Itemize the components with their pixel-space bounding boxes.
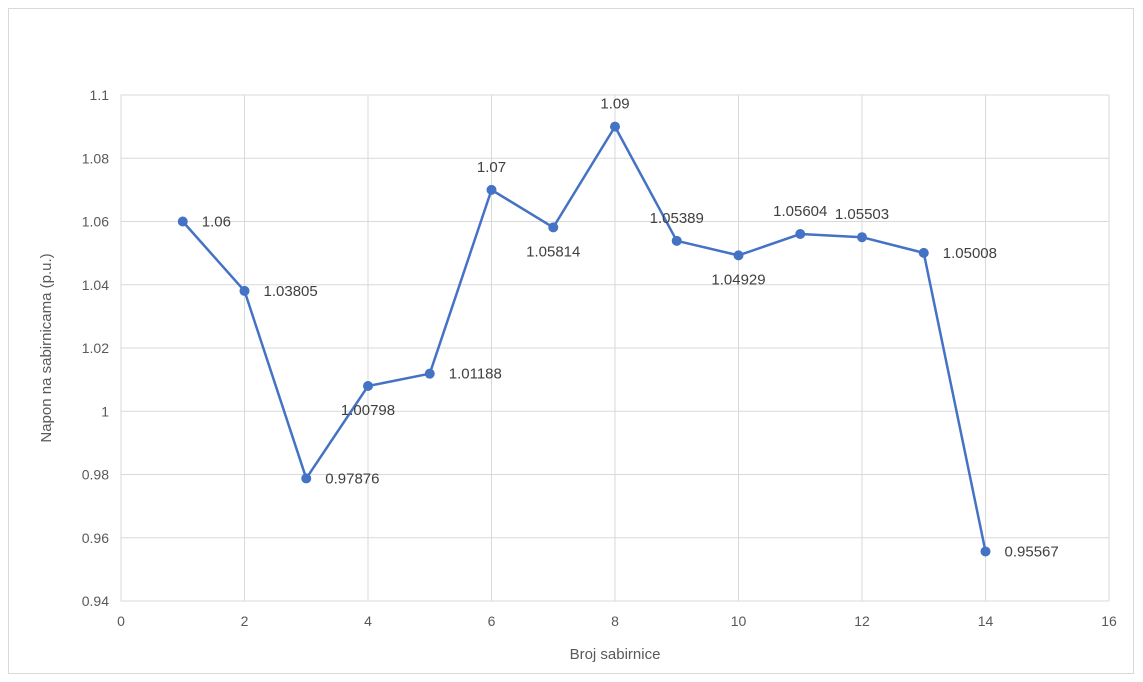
- x-tick-label: 16: [1101, 613, 1117, 629]
- chart-container: 0.94 0.96 0.98 1 1.02 1.04 1.06 1.08 1.1 0 2 4 6 8 10…: [8, 8, 1134, 674]
- x-tick-label: 0: [117, 613, 125, 629]
- data-point: [857, 232, 867, 243]
- data-point: [610, 121, 620, 132]
- data-point: [424, 368, 435, 379]
- gridlines: [120, 94, 1110, 602]
- data-label: 1.05503: [835, 206, 889, 223]
- y-axis-tick-labels: 0.94 0.96 0.98 1 1.02 1.04 1.06 1.08 1.1: [82, 87, 109, 609]
- data-point: [980, 546, 991, 557]
- data-label: 1.07: [477, 159, 506, 176]
- y-tick-label: 1.06: [82, 214, 109, 230]
- y-tick-label: 0.94: [82, 593, 109, 609]
- y-tick-label: 1.1: [90, 87, 110, 103]
- data-label: 1.01188: [449, 366, 502, 383]
- x-tick-label: 4: [364, 613, 372, 629]
- y-axis-title: Napon na sabirnicama (p.u.): [38, 253, 55, 442]
- y-tick-label: 1.04: [82, 277, 109, 293]
- line-chart: 0.94 0.96 0.98 1 1.02 1.04 1.06 1.08 1.1 0 2 4 6 8 10…: [38, 87, 1117, 663]
- x-tick-label: 10: [731, 613, 747, 629]
- data-label: 1.06: [202, 214, 231, 231]
- data-label: 1.09: [600, 96, 629, 113]
- y-tick-label: 1.08: [82, 150, 109, 166]
- data-point: [239, 285, 250, 296]
- data-point: [671, 235, 682, 246]
- data-point: [177, 216, 188, 227]
- series-line: [181, 125, 987, 552]
- data-label: 1.05008: [943, 245, 997, 262]
- data-point: [363, 381, 373, 392]
- y-tick-label: 0.96: [82, 530, 109, 546]
- x-tick-label: 6: [488, 613, 496, 629]
- data-labels: 1.06 1.03805 0.97876 1.00798 1.01188 1.07 1.05…: [202, 96, 1059, 561]
- data-point: [733, 250, 744, 261]
- y-tick-label: 1.02: [82, 340, 109, 356]
- data-label: 0.97876: [325, 470, 379, 487]
- y-tick-label: 0.98: [82, 467, 109, 483]
- data-points: [177, 121, 991, 557]
- data-label: 1.00798: [341, 402, 395, 419]
- data-label: 1.04929: [711, 271, 765, 288]
- data-point: [301, 473, 312, 484]
- data-label: 1.05604: [773, 203, 827, 220]
- data-label: 0.95567: [1005, 543, 1059, 560]
- x-axis-tick-labels: 0 2 4 6 8 10 12 14 16: [117, 613, 1117, 629]
- x-tick-label: 12: [854, 613, 870, 629]
- x-tick-label: 8: [611, 613, 619, 629]
- x-tick-label: 2: [241, 613, 249, 629]
- data-point: [486, 184, 497, 195]
- x-tick-label: 14: [978, 613, 994, 629]
- y-tick-label: 1: [101, 403, 109, 419]
- data-label: 1.05814: [526, 243, 580, 260]
- data-label: 1.05389: [650, 210, 704, 227]
- data-point: [795, 229, 806, 240]
- data-point: [548, 222, 559, 233]
- data-point: [918, 247, 929, 258]
- data-label: 1.03805: [264, 283, 318, 300]
- series-polyline: [181, 125, 987, 552]
- x-axis-title: Broj sabirnice: [570, 646, 661, 663]
